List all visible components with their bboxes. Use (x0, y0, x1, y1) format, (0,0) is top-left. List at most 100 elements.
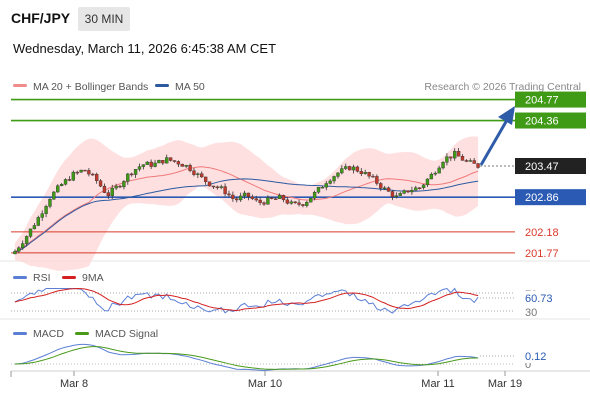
candle-body (52, 191, 56, 200)
source-credit: Research © 2026 Trading Central (424, 81, 581, 93)
ma20-line (14, 166, 479, 252)
macd-value: 0.12 (525, 351, 546, 363)
candle-body (312, 192, 317, 199)
candle-body (28, 228, 33, 237)
candle-body (215, 186, 219, 189)
candle-body (386, 187, 391, 192)
candle-body (110, 187, 114, 197)
macd-signal-line (14, 346, 479, 370)
candle-body (270, 197, 274, 199)
rsi-legend: RSI 9MA (13, 272, 104, 284)
candle-body (153, 162, 157, 167)
candle-body (355, 166, 360, 172)
candle-body (297, 202, 301, 205)
candle-body (63, 179, 68, 185)
candle-body (293, 201, 297, 204)
candle-body (196, 173, 200, 175)
moving-averages (14, 166, 479, 253)
candle-body (274, 198, 278, 200)
candle-body (168, 157, 173, 161)
x-tick-label: Mar 10 (248, 378, 282, 390)
candle-body (316, 187, 321, 193)
candle-body (305, 201, 309, 206)
candle-body (106, 192, 111, 197)
rsi-level-30-label: 30 (525, 307, 537, 319)
candle-body (410, 190, 414, 193)
rsi-ma-line (14, 287, 479, 312)
candle-body (246, 192, 251, 197)
candle-body (17, 247, 21, 252)
macd-line (14, 343, 479, 372)
arrow-shaft (479, 119, 509, 166)
candle-body (250, 196, 255, 199)
legend-swatch-macd-signal (75, 332, 89, 335)
candle-body (40, 213, 44, 218)
rsi-line (14, 287, 479, 314)
candle-body (122, 181, 126, 188)
candle-body (262, 202, 266, 205)
candle-body (476, 163, 480, 168)
candle-body (56, 185, 60, 193)
legend-swatch-macd (13, 332, 27, 335)
candle-body (165, 157, 169, 164)
candle-body (359, 171, 363, 174)
level-box-resistance (515, 91, 586, 108)
candle-body (59, 184, 64, 186)
macd-value-bg (520, 349, 550, 363)
candle-body (425, 178, 430, 186)
candle-body (363, 172, 367, 174)
candle-body (379, 183, 383, 189)
legend-swatch-rsi (13, 276, 27, 279)
legend-label-bollinger: MA 20 + Bollinger Bands (33, 81, 148, 93)
x-tick-label: Mar 19 (488, 378, 522, 390)
candle-body (13, 251, 17, 255)
candle-body (402, 190, 406, 194)
candle-body (266, 197, 270, 205)
candle-body (281, 195, 286, 201)
candle-body (453, 151, 457, 159)
candle-body (336, 172, 340, 177)
candle-body (464, 160, 469, 162)
candle-body (44, 206, 48, 214)
candle-body (414, 187, 418, 191)
candle-body (390, 191, 395, 198)
candle-body (36, 217, 40, 226)
candle-body (289, 201, 293, 204)
candle-body (433, 172, 437, 175)
candle-body (375, 176, 379, 184)
candle-body (126, 173, 130, 182)
candle-body (332, 176, 336, 182)
candle-body (231, 194, 235, 199)
timeframe-button[interactable]: 30 MIN (78, 7, 130, 31)
ma50-line (14, 178, 479, 253)
legend-label-macd-signal: MACD Signal (95, 328, 158, 340)
candle-body (192, 170, 196, 175)
candle-body (344, 166, 348, 169)
candlestick-series (13, 148, 480, 255)
candle-body (137, 166, 142, 170)
level-label-support: 202.18 (525, 227, 559, 239)
candle-body (421, 184, 426, 188)
candle-body (445, 156, 449, 163)
rsi-value-bg (520, 291, 558, 305)
candle-body (102, 185, 107, 193)
level-box-pivot (515, 189, 586, 206)
candle-body (172, 160, 177, 162)
candle-body (98, 180, 103, 187)
legend-label-rsi-ma: 9MA (82, 272, 104, 284)
level-label-resistance: 204.77 (525, 95, 559, 107)
candle-body (67, 179, 72, 181)
candle-body (157, 160, 161, 164)
candle-body (437, 167, 441, 174)
candle-body (207, 181, 212, 187)
legend-label-macd: MACD (33, 328, 64, 340)
candle-body (133, 169, 138, 175)
candle-body (347, 166, 352, 171)
x-tick-label: Mar 11 (421, 378, 454, 390)
candle-body (176, 161, 181, 165)
candle-body (285, 199, 290, 204)
rsi-lines (14, 287, 479, 314)
candle-body (367, 172, 371, 177)
candle-body (340, 168, 344, 174)
